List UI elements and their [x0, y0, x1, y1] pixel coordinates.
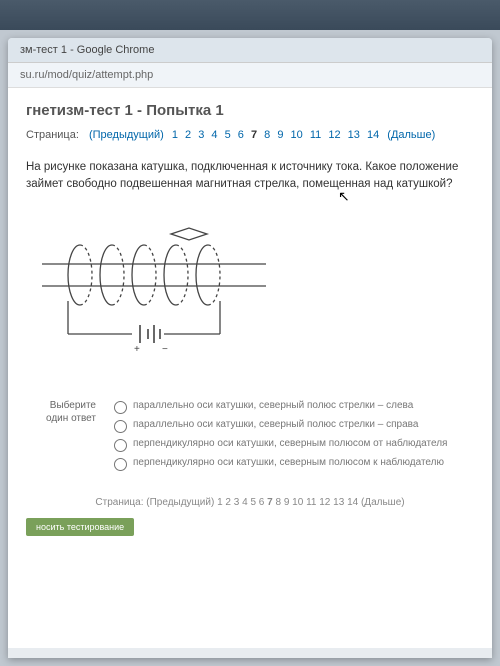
page-link-11[interactable]: 11	[306, 497, 316, 508]
option-row: перпендикулярно оси катушки, северным по…	[114, 456, 474, 471]
answer-area: Выберите один ответ параллельно оси кату…	[26, 399, 474, 475]
page-title: гнетизм-тест 1 - Попытка 1	[26, 102, 474, 119]
option-label-3[interactable]: перпендикулярно оси катушки, северным по…	[133, 456, 444, 469]
page-link-11[interactable]: 11	[310, 129, 321, 141]
option-radio-2[interactable]	[114, 439, 127, 452]
page-link-9[interactable]: 9	[277, 129, 283, 141]
bottom-paginator: Страница: (Предыдущий) 1 2 3 4 5 6 7 8 9…	[26, 497, 474, 508]
next-link-bottom[interactable]: (Дальше)	[361, 497, 405, 508]
prev-link[interactable]: (Предыдущий)	[89, 129, 164, 141]
page-link-2[interactable]: 2	[185, 129, 191, 141]
page-link-5[interactable]: 5	[250, 497, 256, 508]
page-link-4[interactable]: 4	[211, 129, 217, 141]
option-label-0[interactable]: параллельно оси катушки, северный полюс …	[133, 399, 413, 412]
top-paginator: Страница: (Предыдущий) 1 2 3 4 5 6 7 8 9…	[26, 129, 474, 141]
answer-prompt: Выберите один ответ	[26, 399, 96, 475]
next-link[interactable]: (Дальше)	[387, 129, 435, 141]
option-radio-0[interactable]	[114, 401, 127, 414]
option-label-2[interactable]: перпендикулярно оси катушки, северным по…	[133, 437, 447, 450]
page-link-10[interactable]: 10	[291, 129, 303, 141]
question-block: На рисунке показана катушка, подключенна…	[26, 159, 474, 475]
page-link-8[interactable]: 8	[275, 497, 281, 508]
option-radio-3[interactable]	[114, 458, 127, 471]
page-link-1[interactable]: 1	[217, 497, 223, 508]
browser-window: зм-тест 1 - Google Chrome su.ru/mod/quiz…	[8, 38, 492, 658]
option-label-1[interactable]: параллельно оси катушки, северный полюс …	[133, 418, 418, 431]
url-text: su.ru/mod/quiz/attempt.php	[20, 69, 153, 81]
desktop-taskbar	[0, 0, 500, 30]
browser-tab[interactable]: зм-тест 1 - Google Chrome	[8, 38, 492, 63]
url-bar[interactable]: su.ru/mod/quiz/attempt.php	[8, 63, 492, 88]
option-row: параллельно оси катушки, северный полюс …	[114, 399, 474, 414]
question-text: На рисунке показана катушка, подключенна…	[26, 159, 474, 192]
svg-text:−: −	[162, 344, 168, 355]
paginator-label: Страница:	[26, 129, 79, 141]
options-list: параллельно оси катушки, северный полюс …	[114, 399, 474, 475]
svg-text:+: +	[134, 344, 140, 355]
page-link-12[interactable]: 12	[328, 129, 340, 141]
page-link-4[interactable]: 4	[242, 497, 248, 508]
page-link-3[interactable]: 3	[198, 129, 204, 141]
page-link-7: 7	[251, 129, 257, 141]
prev-link-bottom[interactable]: (Предыдущий)	[146, 497, 214, 508]
tab-title: зм-тест 1 - Google Chrome	[20, 44, 154, 56]
page-link-3[interactable]: 3	[234, 497, 240, 508]
page-link-12[interactable]: 12	[319, 497, 330, 508]
page-link-10[interactable]: 10	[292, 497, 303, 508]
page-link-13[interactable]: 13	[333, 497, 344, 508]
coil-diagram: +−	[34, 204, 474, 379]
page-link-9[interactable]: 9	[284, 497, 290, 508]
page-link-14[interactable]: 14	[367, 129, 379, 141]
page-link-2[interactable]: 2	[225, 497, 231, 508]
option-row: параллельно оси катушки, северный полюс …	[114, 418, 474, 433]
page-link-5[interactable]: 5	[225, 129, 231, 141]
option-row: перпендикулярно оси катушки, северным по…	[114, 437, 474, 452]
page-link-13[interactable]: 13	[348, 129, 360, 141]
page-link-7: 7	[267, 497, 273, 508]
page-link-6[interactable]: 6	[259, 497, 265, 508]
page-link-8[interactable]: 8	[264, 129, 270, 141]
submit-button[interactable]: носить тестирование	[26, 518, 134, 536]
page-content: гнетизм-тест 1 - Попытка 1 Страница: (Пр…	[8, 88, 492, 648]
page-link-1[interactable]: 1	[172, 129, 178, 141]
page-link-14[interactable]: 14	[347, 497, 358, 508]
page-link-6[interactable]: 6	[238, 129, 244, 141]
option-radio-1[interactable]	[114, 420, 127, 433]
